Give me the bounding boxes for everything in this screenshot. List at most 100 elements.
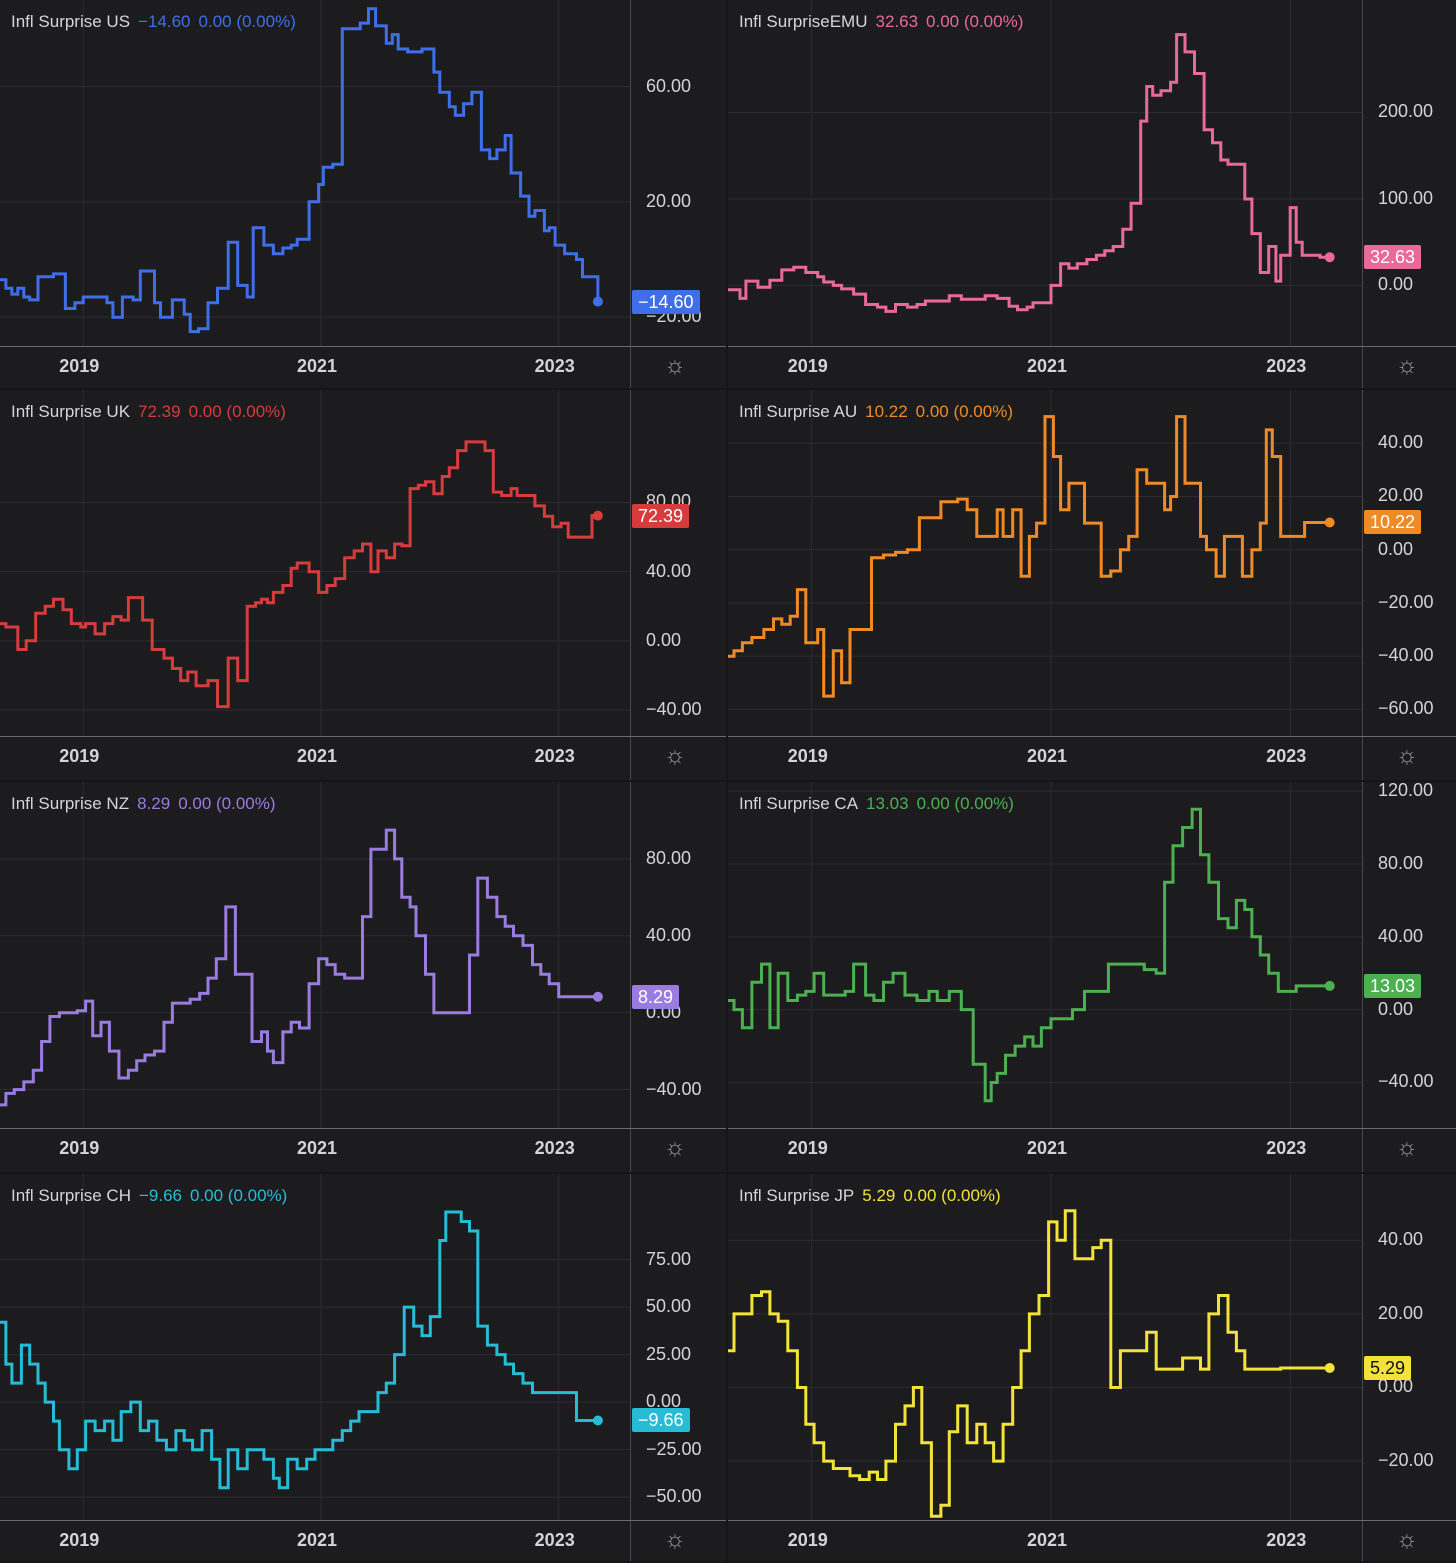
series-title: Infl Surprise US	[11, 12, 131, 31]
chart-panel[interactable]: Infl SurpriseEMU 32.63 0.00 (0.00%) 200.00 1…	[728, 0, 1456, 388]
gear-icon[interactable]: ☼	[664, 1134, 686, 1161]
y-tick-label: 20.00	[1378, 485, 1424, 506]
y-tick-label: 80.00	[646, 847, 692, 868]
chart-panel[interactable]: Infl Surprise CA 13.03 0.00 (0.00%) 120.00 8…	[728, 782, 1456, 1172]
y-tick-label: 20.00	[646, 190, 692, 211]
x-tick-label: 2023	[1266, 1530, 1307, 1550]
last-point-marker	[1324, 1363, 1335, 1374]
series-legend[interactable]: Infl Surprise CA 13.03 0.00 (0.00%)	[739, 794, 1014, 814]
series-line	[728, 807, 1330, 1103]
last-price-tag: 72.39	[632, 503, 690, 528]
y-tick-label: 0.00	[646, 629, 682, 650]
last-price-tag: 32.63	[1364, 245, 1422, 270]
series-change: 0.00 (0.00%)	[198, 12, 296, 31]
series-line	[0, 440, 598, 709]
chart-panel[interactable]: Infl Surprise NZ 8.29 0.00 (0.00%) 80.00 40.…	[0, 782, 726, 1172]
x-tick-label: 2019	[787, 1530, 828, 1550]
series-change: 0.00 (0.00%)	[916, 794, 1014, 813]
series-title: Infl SurpriseEMU	[739, 12, 868, 31]
series-change: 0.00 (0.00%)	[903, 1186, 1001, 1205]
series-change: 0.00 (0.00%)	[178, 794, 276, 813]
x-tick-label: 2021	[1026, 1138, 1068, 1158]
series-title: Infl Surprise UK	[11, 402, 131, 421]
chart-svg	[728, 390, 1362, 736]
y-tick-label: 0.00	[1378, 1376, 1414, 1397]
gear-icon[interactable]: ☼	[664, 742, 686, 769]
series-line	[728, 33, 1330, 313]
series-title: Infl Surprise JP	[739, 1186, 855, 1205]
gear-icon[interactable]: ☼	[1396, 1134, 1418, 1161]
chart-svg	[728, 1174, 1362, 1520]
series-legend[interactable]: Infl Surprise AU 10.22 0.00 (0.00%)	[739, 402, 1013, 422]
last-point-marker	[1324, 252, 1335, 263]
x-tick-label: 2019	[59, 356, 100, 376]
x-tick-label: 2019	[787, 746, 828, 766]
chart-panel[interactable]: Infl Surprise AU 10.22 0.00 (0.00%) 40.00 20…	[728, 390, 1456, 780]
time-axis-border	[0, 1520, 726, 1521]
x-tick-label: 2019	[59, 1138, 100, 1158]
chart-panel[interactable]: Infl Surprise US −14.60 0.00 (0.00%) 60.00 2…	[0, 0, 726, 388]
time-axis-border	[728, 736, 1456, 737]
gear-icon[interactable]: ☼	[1396, 1526, 1418, 1553]
last-point-marker	[592, 510, 603, 521]
x-tick-label: 2021	[1026, 1530, 1068, 1550]
y-tick-label: 40.00	[646, 560, 692, 581]
price-axis-border	[1362, 0, 1363, 388]
series-title: Infl Surprise NZ	[11, 794, 130, 813]
series-last-value: 5.29	[862, 1186, 896, 1205]
chart-panel[interactable]: Infl Surprise UK 72.39 0.00 (0.00%) 80.00 40…	[0, 390, 726, 780]
series-legend[interactable]: Infl Surprise JP 5.29 0.00 (0.00%)	[739, 1186, 1001, 1206]
last-point-marker	[592, 296, 603, 307]
y-tick-label: −20.00	[1378, 1450, 1434, 1471]
y-tick-label: 80.00	[1378, 852, 1424, 873]
series-legend[interactable]: Infl Surprise CH −9.66 0.00 (0.00%)	[11, 1186, 287, 1206]
last-price-tag: 8.29	[632, 984, 680, 1009]
y-tick-label: 50.00	[646, 1296, 692, 1317]
gear-icon[interactable]: ☼	[1396, 742, 1418, 769]
chart-panel[interactable]: Infl Surprise JP 5.29 0.00 (0.00%) 40.00 20.…	[728, 1174, 1456, 1561]
gear-icon[interactable]: ☼	[1396, 352, 1418, 379]
price-axis-border	[1362, 390, 1363, 780]
series-last-value: 13.03	[866, 794, 909, 813]
time-axis-border	[728, 1520, 1456, 1521]
last-price-tag: 5.29	[1364, 1356, 1412, 1381]
last-point-marker	[1324, 980, 1335, 991]
y-tick-label: 40.00	[1378, 432, 1424, 453]
y-tick-label: 40.00	[1378, 1229, 1424, 1250]
gear-icon[interactable]: ☼	[664, 1526, 686, 1553]
price-axis-border	[630, 0, 631, 388]
series-last-value: 8.29	[137, 794, 171, 813]
price-axis-border	[630, 782, 631, 1172]
series-legend[interactable]: Infl Surprise UK 72.39 0.00 (0.00%)	[11, 402, 286, 422]
y-tick-label: 0.00	[646, 1391, 682, 1412]
time-axis-border	[728, 1128, 1456, 1129]
y-tick-label: 200.00	[1378, 101, 1434, 122]
x-tick-label: 2019	[59, 746, 100, 766]
series-legend[interactable]: Infl SurpriseEMU 32.63 0.00 (0.00%)	[739, 12, 1023, 32]
x-tick-label: 2021	[296, 356, 337, 376]
chart-svg	[728, 0, 1362, 346]
x-tick-label: 2019	[787, 356, 828, 376]
series-change: 0.00 (0.00%)	[915, 402, 1013, 421]
price-axis-border	[630, 1174, 631, 1561]
last-price-tag: −9.66	[632, 1408, 690, 1433]
y-tick-label: 60.00	[646, 75, 692, 96]
chart-svg	[728, 782, 1362, 1128]
series-change: 0.00 (0.00%)	[926, 12, 1024, 31]
chart-panel[interactable]: Infl Surprise CH −9.66 0.00 (0.00%) 75.00 50…	[0, 1174, 726, 1561]
x-tick-label: 2021	[296, 1138, 337, 1158]
chart-svg	[0, 1174, 630, 1520]
series-title: Infl Surprise CH	[11, 1186, 131, 1205]
time-axis-border	[0, 346, 726, 347]
price-axis-border	[1362, 782, 1363, 1172]
last-price-tag: 13.03	[1364, 973, 1422, 998]
series-legend[interactable]: Infl Surprise US −14.60 0.00 (0.00%)	[11, 12, 296, 32]
y-tick-label: 120.00	[1378, 782, 1434, 801]
y-tick-label: −40.00	[646, 1078, 702, 1099]
series-legend[interactable]: Infl Surprise NZ 8.29 0.00 (0.00%)	[11, 794, 276, 814]
series-change: 0.00 (0.00%)	[188, 402, 286, 421]
series-change: 0.00 (0.00%)	[190, 1186, 288, 1205]
gear-icon[interactable]: ☼	[664, 352, 686, 379]
y-tick-label: 25.00	[646, 1343, 692, 1364]
last-price-tag: 10.22	[1364, 510, 1422, 535]
